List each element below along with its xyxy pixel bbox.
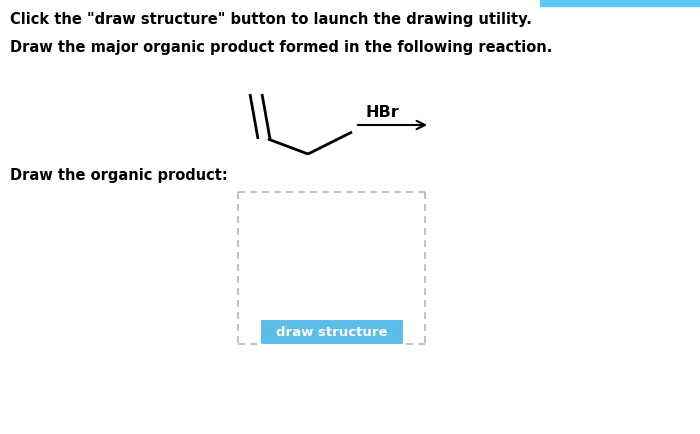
Text: draw structure: draw structure xyxy=(276,326,388,339)
Text: Click the "draw structure" button to launch the drawing utility.: Click the "draw structure" button to lau… xyxy=(10,12,532,27)
Text: Draw the major organic product formed in the following reaction.: Draw the major organic product formed in… xyxy=(10,40,552,55)
Text: Draw the organic product:: Draw the organic product: xyxy=(10,168,228,183)
Bar xyxy=(540,0,700,7)
Text: HBr: HBr xyxy=(365,105,399,120)
FancyBboxPatch shape xyxy=(260,319,404,345)
